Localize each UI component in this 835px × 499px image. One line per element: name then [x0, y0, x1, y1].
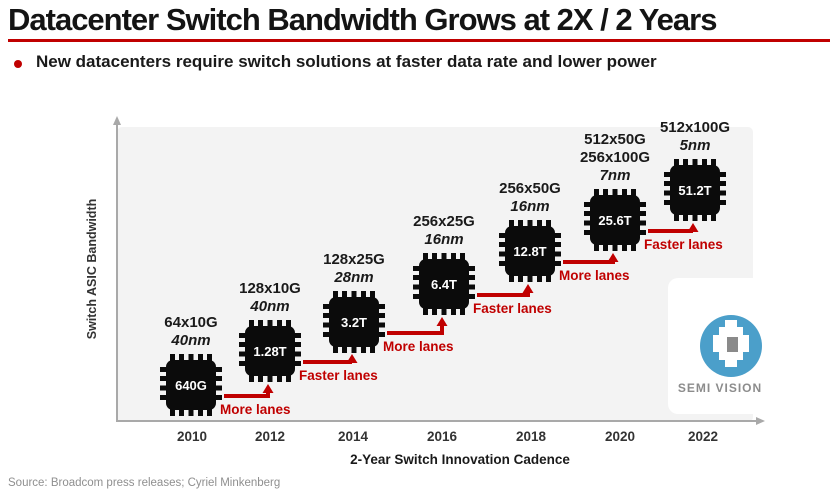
chip-2010: 640G — [160, 354, 222, 416]
chip-bandwidth-2014: 3.2T — [340, 314, 367, 330]
chip-bandwidth-2020: 25.6T — [598, 212, 632, 228]
process-node-label: 16nm — [424, 231, 464, 248]
chip-2020: 25.6T — [584, 189, 646, 251]
x-axis-line — [116, 420, 758, 422]
chip-2018: 12.8T — [499, 220, 561, 282]
chip-caption-2012: 128x10G 40nm — [205, 280, 335, 316]
transition-label-4: Faster lanes — [473, 301, 552, 316]
transition-label-3: More lanes — [383, 339, 454, 354]
transition-label-6: Faster lanes — [644, 237, 723, 252]
year-tick-2022: 2022 — [687, 429, 719, 444]
bullet-dot — [14, 60, 22, 68]
chip-bandwidth-2022: 51.2T — [678, 182, 712, 198]
source-note: Source: Broadcom press releases; Cyriel … — [8, 477, 281, 489]
transition-label-1: More lanes — [220, 402, 291, 417]
config-label: 256x25G — [413, 213, 475, 230]
year-tick-2016: 2016 — [426, 429, 458, 444]
transition-label-2: Faster lanes — [299, 368, 378, 383]
y-axis-line — [116, 124, 118, 422]
chip-bandwidth-2016: 6.4T — [430, 276, 457, 292]
y-axis-arrow-icon — [113, 116, 121, 125]
y-axis-label: Switch ASIC Bandwidth — [85, 198, 99, 340]
chip-caption-2014: 128x25G 28nm — [289, 251, 419, 287]
config-label: 128x25G — [323, 251, 385, 268]
x-axis-label: 2-Year Switch Innovation Cadence — [350, 452, 570, 467]
config-label: 128x10G — [239, 280, 301, 297]
year-tick-2020: 2020 — [604, 429, 636, 444]
chip-caption-2010: 64x10G 40nm — [126, 314, 256, 350]
chip-caption-2022: 512x100G 5nm — [630, 119, 760, 155]
chip-bandwidth-2010: 640G — [175, 377, 207, 393]
chip-2012: 1.28T — [239, 320, 301, 382]
chip-caption-2016: 256x25G 16nm — [379, 213, 509, 249]
semi-vision-logo-icon — [700, 315, 762, 377]
chip-bandwidth-2012: 1.28T — [253, 343, 287, 359]
year-tick-2018: 2018 — [515, 429, 547, 444]
config-label: 256x50G — [499, 180, 561, 197]
process-node-label: 16nm — [510, 198, 550, 215]
chip-caption-2020: 512x50G 256x100G 7nm — [550, 131, 680, 185]
year-tick-2010: 2010 — [176, 429, 208, 444]
chip-2014: 3.2T — [323, 291, 385, 353]
transition-label-5: More lanes — [559, 268, 630, 283]
chip-caption-2018: 256x50G 16nm — [465, 180, 595, 216]
process-node-label: 40nm — [250, 298, 290, 315]
logo-wordmark: SEMI VISION — [677, 381, 763, 395]
process-node-label: 5nm — [679, 137, 711, 154]
process-node-label: 7nm — [599, 167, 631, 184]
config-label: 256x100G — [579, 149, 651, 166]
bullet-text: New datacenters require switch solutions… — [36, 52, 657, 71]
year-tick-2012: 2012 — [254, 429, 286, 444]
chip-bandwidth-2018: 12.8T — [513, 243, 547, 259]
process-node-label: 40nm — [171, 332, 211, 349]
page-title: Datacenter Switch Bandwidth Grows at 2X … — [8, 2, 717, 37]
config-label: 512x50G — [584, 131, 646, 148]
process-node-label: 28nm — [334, 269, 374, 286]
title-underline — [8, 39, 830, 42]
chip-2016: 6.4T — [413, 253, 475, 315]
year-tick-2014: 2014 — [337, 429, 369, 444]
config-label: 512x100G — [659, 119, 731, 136]
chip-2022: 51.2T — [664, 159, 726, 221]
x-axis-arrow-icon — [756, 417, 765, 425]
config-label: 64x10G — [164, 314, 218, 331]
